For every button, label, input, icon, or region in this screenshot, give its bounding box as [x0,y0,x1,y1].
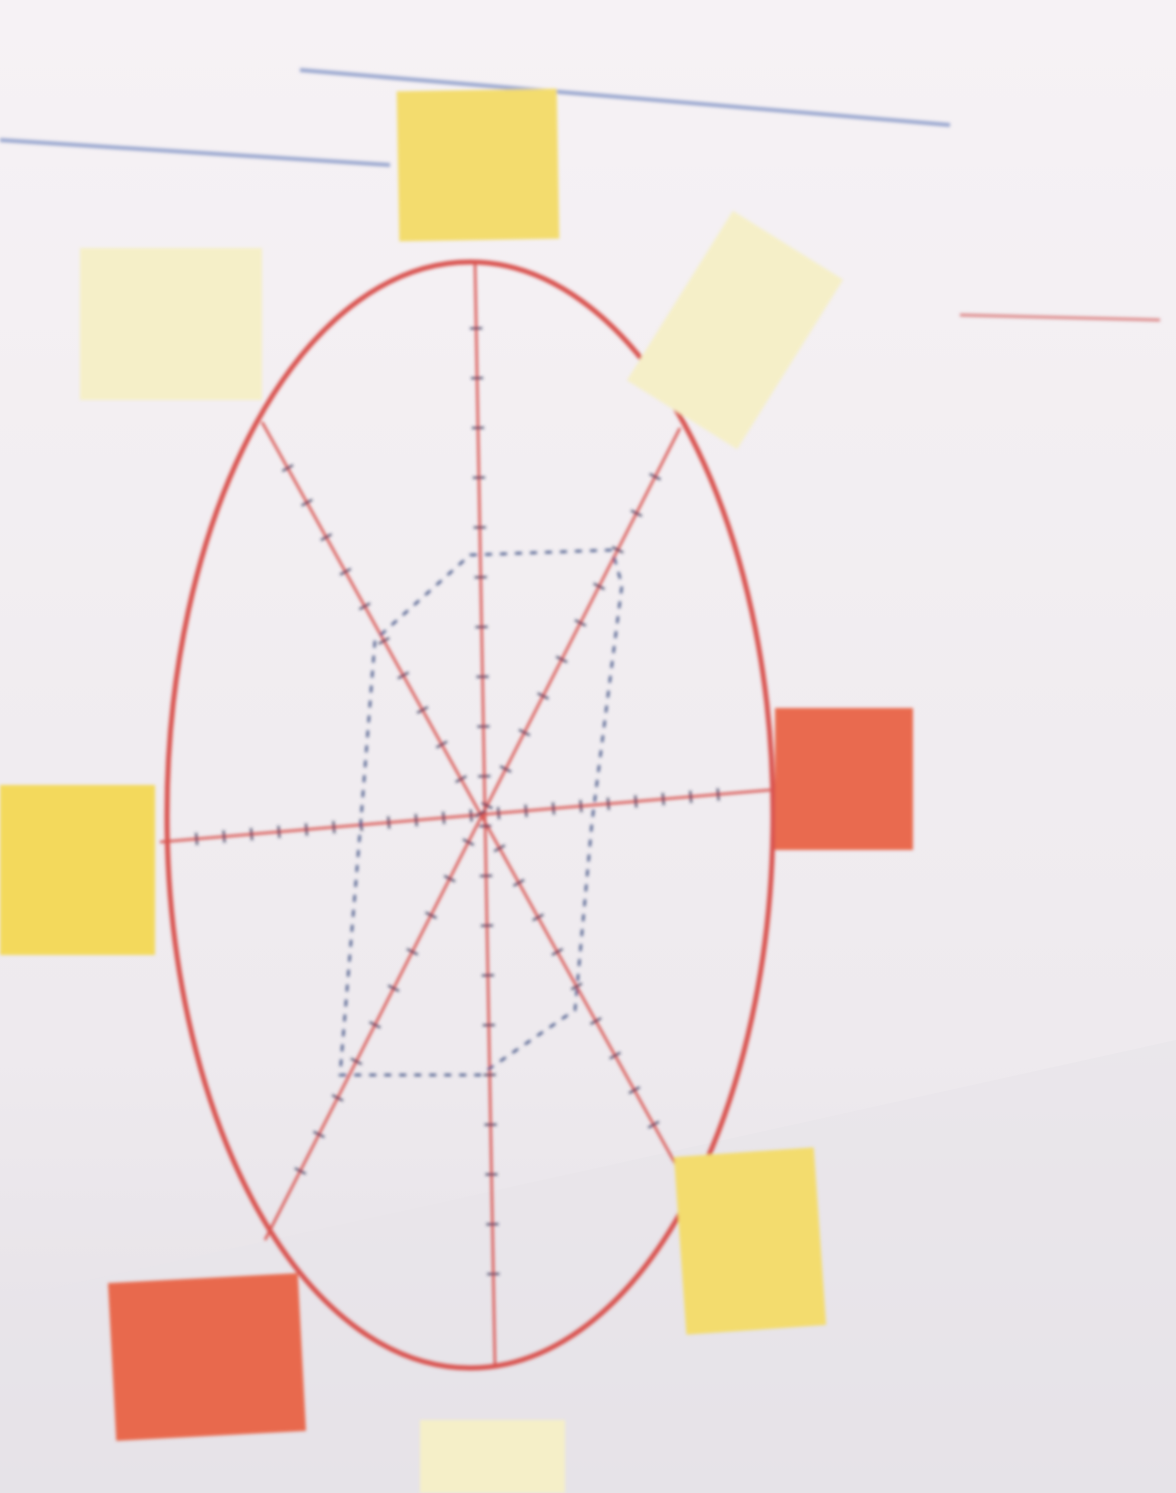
tick [278,826,279,838]
tick [580,800,581,812]
sticky-note [775,708,913,850]
tick [306,824,307,836]
tick [224,831,225,843]
tick [663,793,664,805]
tick [333,821,334,833]
tick [498,807,499,819]
tick [471,810,472,822]
tick [718,788,719,800]
tick [251,828,252,840]
tick [525,805,526,817]
tick [553,802,554,814]
sticky-note [420,1420,565,1493]
tick [635,795,636,807]
page: {} (() => { const g = document.getElemen… [0,0,1176,1493]
tick [388,817,389,829]
tick [416,814,417,826]
sticky-note [108,1273,306,1441]
tick [196,833,197,845]
flipchart-photo [0,0,1176,1493]
tick [608,798,609,810]
sticky-note [0,785,155,955]
tick [443,812,444,824]
sticky-note [397,89,560,242]
sticky-note [80,248,262,400]
sticky-note [674,1147,826,1334]
tick [690,791,691,803]
